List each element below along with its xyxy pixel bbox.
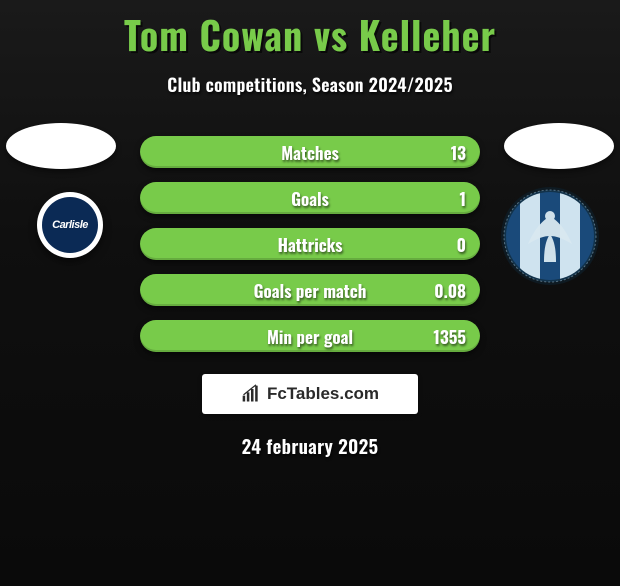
- club-badge-right: [500, 186, 600, 286]
- stat-label: Min per goal: [267, 324, 353, 349]
- stat-right-value: 1355: [433, 324, 466, 349]
- stat-right-value: 13: [451, 140, 466, 165]
- branding-text: FcTables.com: [267, 384, 379, 404]
- club-badge-left-text: Carlisle: [52, 219, 88, 231]
- stat-label: Matches: [281, 140, 339, 165]
- stat-row-hattricks: Hattricks 0: [140, 228, 480, 260]
- stat-right-value: 1: [459, 186, 466, 211]
- branding-box[interactable]: FcTables.com: [202, 374, 418, 414]
- club-badge-left: Carlisle: [37, 192, 103, 258]
- page-subtitle: Club competitions, Season 2024/2025: [0, 72, 620, 98]
- stat-row-goals-per-match: Goals per match 0.08: [140, 274, 480, 306]
- player-slot-left: [6, 123, 116, 169]
- player-slot-right: [504, 123, 614, 169]
- stat-label: Goals: [291, 186, 329, 211]
- stat-row-goals: Goals 1: [140, 182, 480, 214]
- colchester-crest-icon: [500, 186, 600, 286]
- footer-date: 24 february 2025: [0, 432, 620, 460]
- stat-right-value: 0.08: [434, 278, 466, 303]
- stat-row-matches: Matches 13: [140, 136, 480, 168]
- stat-right-value: 0: [457, 232, 466, 257]
- stat-row-min-per-goal: Min per goal 1355: [140, 320, 480, 352]
- chart-icon: [241, 384, 261, 404]
- stat-label: Hattricks: [278, 232, 343, 257]
- page-title: Tom Cowan vs Kelleher: [0, 6, 620, 62]
- stat-label: Goals per match: [254, 278, 367, 303]
